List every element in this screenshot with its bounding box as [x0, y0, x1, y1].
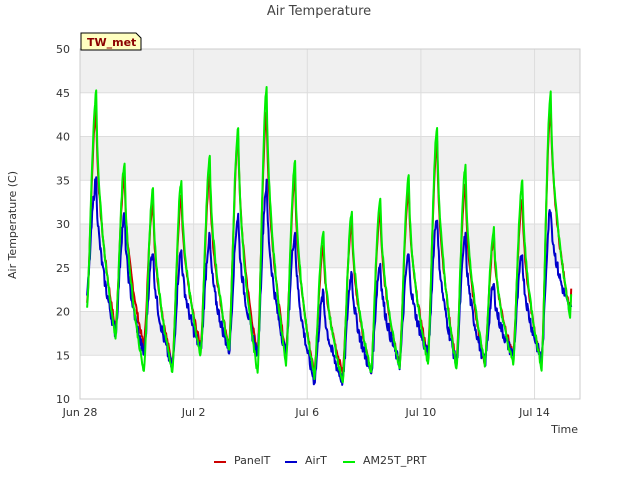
- plot-band: [80, 136, 580, 181]
- y-tick-label: 25: [56, 262, 70, 275]
- x-tick-label: Jul 2: [181, 406, 206, 419]
- y-tick-label: 10: [56, 393, 70, 406]
- plot-band: [80, 180, 580, 224]
- y-tick-label: 15: [56, 349, 70, 362]
- site-badge-label: TW_met: [87, 36, 136, 49]
- series-line-airt: [86, 176, 573, 386]
- y-tick-label: 40: [56, 131, 70, 144]
- y-axis-ticks: 10 15 20 25 30 35 40 45 50: [56, 43, 70, 406]
- y-tick-label: 30: [56, 218, 70, 231]
- y-tick-label: 50: [56, 43, 70, 56]
- x-tick-label: Jun 28: [62, 406, 98, 419]
- y-tick-label: 35: [56, 174, 70, 187]
- x-tick-label: Jul 6: [294, 406, 319, 419]
- x-axis-ticks: Jun 28 Jul 2 Jul 6 Jul 10 Jul 14: [62, 406, 550, 419]
- legend-label: PanelT: [234, 454, 271, 467]
- plot-background: [80, 49, 580, 399]
- plot-frame: [79, 48, 581, 400]
- series-line-am25t-prt: [86, 86, 573, 384]
- site-badge: TW_met: [80, 32, 142, 51]
- plot-band: [80, 355, 580, 399]
- y-axis-label: Air Temperature (C): [6, 171, 19, 279]
- series-layer: [86, 86, 573, 386]
- x-axis-label: Time: [550, 423, 578, 436]
- x-tick-label: Jul 14: [518, 406, 550, 419]
- plot-band: [80, 224, 580, 268]
- x-tick-label: Jul 10: [405, 406, 437, 419]
- chart-title: Air Temperature: [267, 4, 371, 19]
- legend: PanelT AirT AM25T_PRT: [214, 454, 427, 467]
- y-tick-label: 20: [56, 306, 70, 319]
- legend-label: AirT: [305, 454, 327, 467]
- legend-label: AM25T_PRT: [363, 454, 427, 467]
- y-tick-label: 45: [56, 87, 70, 100]
- plot-band: [80, 92, 580, 137]
- plot-band: [80, 49, 580, 93]
